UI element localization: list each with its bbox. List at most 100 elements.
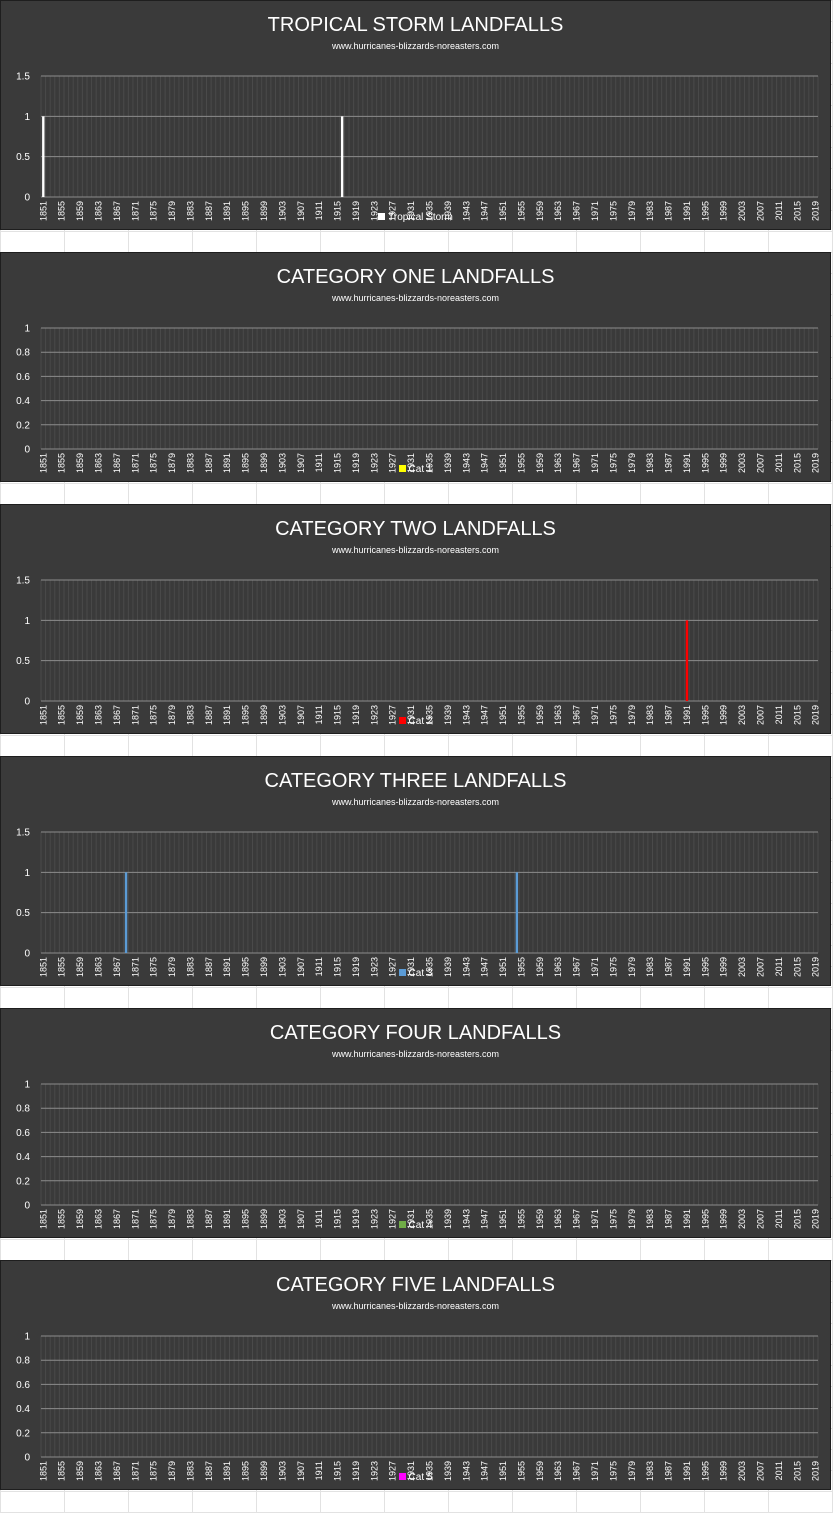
- x-tick-label: 1991: [682, 957, 692, 977]
- x-tick-label: 1967: [572, 1209, 582, 1229]
- x-tick-label: 1891: [222, 1461, 232, 1481]
- x-tick-label: 1923: [369, 705, 379, 725]
- x-tick-label: 1859: [75, 957, 85, 977]
- x-tick-label: 2019: [811, 1209, 821, 1229]
- x-tick-label: 1955: [516, 705, 526, 725]
- plot-area: 0 0.5 1 1.5 1851 1855 1859 1863 1867 1871 1875 1879…: [16, 576, 821, 726]
- bar: [515, 872, 519, 953]
- x-tick-label: 1911: [314, 453, 324, 472]
- x-tick-label: 1851: [38, 1209, 48, 1229]
- x-tick-label: 2011: [774, 1461, 784, 1480]
- x-tick-label: 1975: [608, 1461, 618, 1481]
- y-tick-label: 1: [24, 616, 30, 627]
- x-tick-label: 1951: [498, 705, 508, 725]
- x-tick-label: 1899: [259, 1461, 269, 1481]
- x-tick-label: 1863: [93, 201, 103, 221]
- x-tick-label: 1871: [130, 201, 140, 221]
- x-tick-label: 1931: [406, 1209, 416, 1229]
- x-tick-label: 1963: [553, 1209, 563, 1229]
- x-tick-label: 1883: [185, 1461, 195, 1481]
- x-tick-label: 2007: [756, 957, 766, 977]
- chart-title: TROPICAL STORM LANDFALLS: [267, 14, 564, 36]
- x-tick-label: 1911: [314, 1209, 324, 1228]
- x-tick-label: 1851: [38, 201, 48, 221]
- x-tick-label: 1967: [572, 705, 582, 725]
- y-tick-label: 0.4: [16, 396, 30, 407]
- chart-title: CATEGORY FIVE LANDFALLS: [276, 1274, 555, 1296]
- x-tick-label: 1991: [682, 705, 692, 725]
- x-tick-label: 1943: [461, 453, 471, 473]
- x-tick-label: 1971: [590, 957, 600, 977]
- x-tick-label: 1955: [516, 201, 526, 221]
- x-tick-label: 1923: [369, 957, 379, 977]
- x-tick-label: 2011: [774, 453, 784, 472]
- x-tick-label: 1907: [296, 201, 306, 221]
- x-tick-label: 2019: [811, 453, 821, 473]
- x-tick-label: 1855: [57, 705, 67, 725]
- x-tick-label: 1875: [149, 705, 159, 725]
- x-tick-label: 1943: [461, 705, 471, 725]
- x-tick-label: 1995: [700, 1209, 710, 1229]
- x-tick-label: 1939: [443, 957, 453, 977]
- plot-area: 0 0.5 1 1.5 1851 1855 1859 1863 1867 1871 1875 1879…: [16, 828, 821, 978]
- x-tick-label: 1851: [38, 453, 48, 473]
- y-tick-label: 0: [24, 1201, 30, 1212]
- x-tick-label: 1887: [204, 957, 214, 977]
- x-tick-label: 1971: [590, 705, 600, 725]
- legend-swatch: [398, 1221, 406, 1228]
- x-tick-label: 1927: [388, 957, 398, 977]
- chart-subtitle: www.hurricanes-blizzards-noreasters.com: [331, 545, 500, 555]
- x-tick-label: 1915: [333, 1209, 343, 1229]
- x-tick-label: 1919: [351, 1461, 361, 1481]
- y-tick-label: 0: [24, 193, 30, 204]
- x-tick-label: 1899: [259, 1209, 269, 1229]
- x-tick-label: 1883: [185, 453, 195, 473]
- x-tick-label: 1959: [535, 1209, 545, 1229]
- chart-category-five: CATEGORY FIVE LANDFALLS www.hurricanes-b…: [0, 1260, 831, 1490]
- y-tick-label: 0.6: [16, 1380, 30, 1391]
- x-tick-label: 1851: [38, 957, 48, 977]
- bar: [42, 116, 45, 197]
- x-tick-label: 1963: [553, 1461, 563, 1481]
- legend-swatch: [398, 465, 406, 472]
- y-tick-label: 1: [24, 324, 30, 335]
- x-tick-label: 1919: [351, 705, 361, 725]
- chart-category-four: CATEGORY FOUR LANDFALLS www.hurricanes-b…: [0, 1008, 831, 1238]
- x-tick-label: 1947: [480, 705, 490, 725]
- legend-label: Tropical Storm: [388, 212, 453, 223]
- x-tick-label: 1999: [719, 201, 729, 221]
- x-tick-label: 1943: [461, 201, 471, 221]
- x-tick-label: 1867: [112, 201, 122, 221]
- x-tick-label: 1855: [57, 201, 67, 221]
- y-tick-label: 1.5: [16, 576, 30, 587]
- x-tick-label: 1987: [664, 453, 674, 473]
- x-tick-label: 1903: [277, 705, 287, 725]
- x-tick-label: 1939: [443, 1461, 453, 1481]
- x-tick-label: 1947: [480, 201, 490, 221]
- x-tick-label: 1895: [241, 1209, 251, 1229]
- x-tick-label: 1867: [112, 705, 122, 725]
- y-tick-label: 0.6: [16, 1128, 30, 1139]
- x-tick-label: 1967: [572, 957, 582, 977]
- x-tick-label: 1903: [277, 1461, 287, 1481]
- x-tick-label: 1895: [241, 201, 251, 221]
- x-tick-label: 1951: [498, 1209, 508, 1229]
- x-tick-label: 1891: [222, 1209, 232, 1229]
- x-tick-label: 1939: [443, 453, 453, 473]
- legend-label: Cat 3: [408, 968, 433, 979]
- x-tick-label: 1895: [241, 453, 251, 473]
- x-tick-label: 1927: [388, 1209, 398, 1229]
- x-tick-label: 1999: [719, 1209, 729, 1229]
- x-tick-label: 1979: [627, 957, 637, 977]
- x-tick-label: 1855: [57, 453, 67, 473]
- x-tick-label: 1871: [130, 705, 140, 725]
- x-tick-label: 2007: [756, 1461, 766, 1481]
- y-tick-label: 0: [24, 697, 30, 708]
- plot-area: 0 0.2 0.4 0.6 0.8 1 1851 1855 1859 1863 1867 1871 18…: [16, 1332, 821, 1482]
- plot-area: 0 0.2 0.4 0.6 0.8 1 1851 1855 1859 1863 1867 1871 18…: [16, 1080, 821, 1230]
- y-tick-label: 0.8: [16, 348, 30, 359]
- x-tick-label: 1915: [333, 957, 343, 977]
- y-tick-label: 0.8: [16, 1356, 30, 1367]
- x-tick-label: 1987: [664, 201, 674, 221]
- x-tick-label: 1975: [608, 705, 618, 725]
